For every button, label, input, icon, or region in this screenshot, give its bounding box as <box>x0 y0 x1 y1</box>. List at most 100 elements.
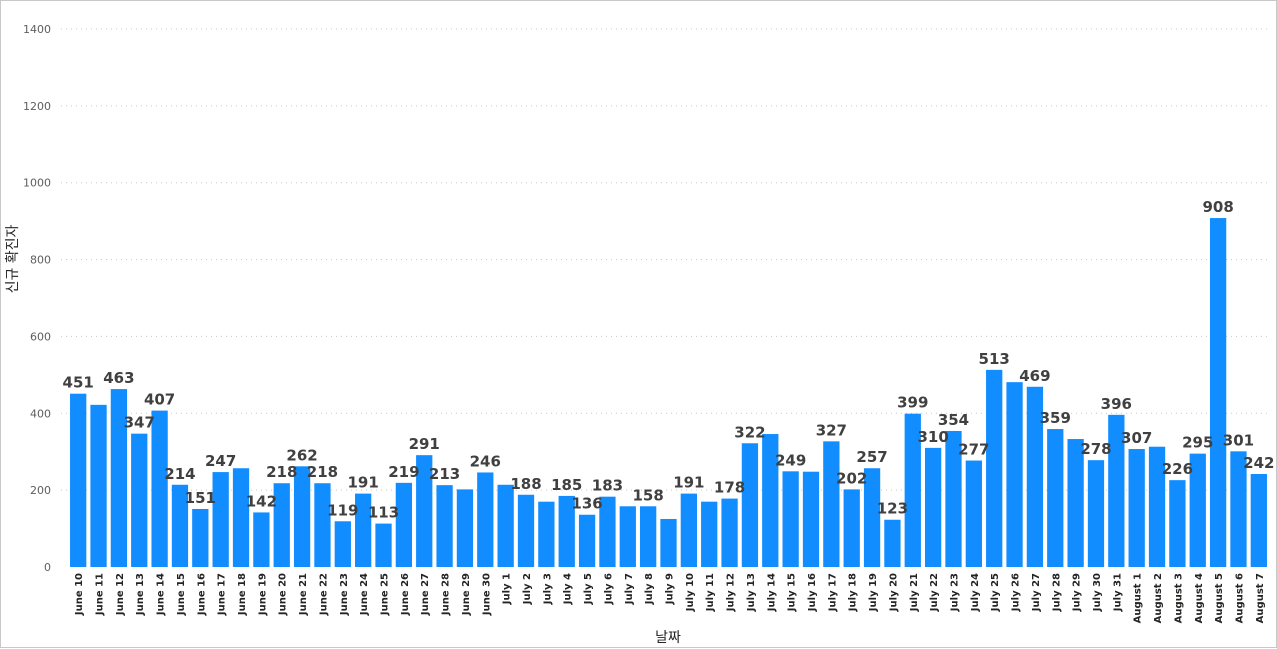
bar <box>110 389 128 567</box>
bar <box>1250 474 1267 567</box>
bar <box>395 482 413 567</box>
x-tick-label: July 7 <box>624 573 635 605</box>
data-label: 123 <box>877 500 908 518</box>
bar <box>1169 480 1186 567</box>
bar <box>355 493 372 567</box>
data-label: 191 <box>673 474 704 492</box>
bar <box>1128 449 1145 567</box>
data-label: 262 <box>286 446 317 464</box>
bar <box>131 433 148 567</box>
bar <box>863 468 881 567</box>
data-label: 347 <box>124 414 155 432</box>
data-label: 278 <box>1080 440 1111 458</box>
x-tick-label: June 15 <box>176 573 187 616</box>
bar <box>1230 451 1247 567</box>
bar <box>823 441 840 567</box>
y-tick-label: 1400 <box>23 23 51 36</box>
data-label: 451 <box>63 374 94 392</box>
bar <box>986 369 1003 567</box>
bar <box>1006 382 1023 567</box>
x-tick-label: July 6 <box>603 573 614 605</box>
x-tick-label: July 4 <box>563 573 574 605</box>
data-label: 354 <box>938 411 969 429</box>
x-tick-label: June 20 <box>278 573 289 616</box>
bars <box>70 218 1267 567</box>
x-tick-label: July 20 <box>888 573 899 612</box>
bar <box>314 483 331 567</box>
x-tick-label: July 30 <box>1092 573 1103 612</box>
data-label: 307 <box>1121 429 1152 447</box>
bar <box>843 489 860 567</box>
x-tick-label: August 7 <box>1255 573 1266 623</box>
y-tick-label: 400 <box>30 407 51 420</box>
gridlines <box>61 28 1271 491</box>
x-tick-label: July 18 <box>848 573 859 612</box>
y-tick-label: 1000 <box>23 177 51 190</box>
data-label: 247 <box>205 452 236 470</box>
data-label: 295 <box>1182 434 1213 452</box>
x-tick-label: June 29 <box>461 573 472 616</box>
x-tick-label: June 24 <box>359 573 370 616</box>
bar <box>253 512 270 567</box>
bar <box>680 493 697 567</box>
data-label: 291 <box>409 435 440 453</box>
bar <box>334 521 351 567</box>
x-tick-label: July 9 <box>665 573 676 605</box>
x-tick-label: June 21 <box>298 573 309 616</box>
x-tick-label: June 12 <box>115 573 126 616</box>
data-label: 249 <box>775 451 806 469</box>
bar <box>151 410 168 567</box>
bar <box>171 484 189 567</box>
bar <box>701 501 718 567</box>
x-tick-label: July 14 <box>766 573 777 612</box>
x-tick-label: July 31 <box>1112 573 1123 612</box>
x-tick-label: July 17 <box>827 573 838 612</box>
x-tick-label: July 26 <box>1011 573 1022 612</box>
bar <box>1047 429 1064 567</box>
bar <box>1067 439 1084 567</box>
bar <box>1148 446 1166 567</box>
data-label: 183 <box>592 477 623 495</box>
data-label: 178 <box>714 479 745 497</box>
x-tick-label: July 8 <box>644 573 655 605</box>
x-tick-label: June 11 <box>95 573 106 616</box>
x-tick-label: June 26 <box>400 573 411 616</box>
x-tick-label: August 6 <box>1234 573 1245 623</box>
x-tick-label: July 25 <box>990 573 1001 612</box>
data-label: 277 <box>958 441 989 459</box>
bar <box>558 495 575 567</box>
x-tick-label: June 10 <box>74 573 85 616</box>
bar <box>965 460 982 567</box>
bar <box>782 471 799 567</box>
y-axis-title: 신규 확진자 <box>5 224 21 293</box>
data-label: 513 <box>979 350 1010 368</box>
x-tick-label: June 25 <box>380 573 391 616</box>
bar <box>477 472 494 567</box>
x-tick-label: July 24 <box>970 573 981 612</box>
x-tick-label: July 21 <box>909 573 920 612</box>
x-tick-label: June 19 <box>257 573 268 616</box>
x-tick-label: July 11 <box>705 573 716 612</box>
bar <box>1026 386 1044 567</box>
bar <box>741 443 759 567</box>
bar <box>90 404 107 567</box>
x-tick-label: August 4 <box>1194 573 1205 623</box>
bar <box>1108 414 1125 567</box>
y-tick-label: 800 <box>30 254 51 267</box>
x-tick-label: June 30 <box>481 573 492 616</box>
y-tick-label: 600 <box>30 330 51 343</box>
x-tick-label: June 14 <box>156 573 167 616</box>
data-label: 301 <box>1223 431 1254 449</box>
data-label: 310 <box>917 428 948 446</box>
x-tick-label: June 22 <box>318 573 329 616</box>
bar <box>762 434 779 567</box>
y-tick-label: 200 <box>30 484 51 497</box>
bar <box>70 393 87 567</box>
data-label: 202 <box>836 469 867 487</box>
bar <box>212 472 229 567</box>
bar <box>436 485 453 567</box>
bar <box>497 484 514 567</box>
